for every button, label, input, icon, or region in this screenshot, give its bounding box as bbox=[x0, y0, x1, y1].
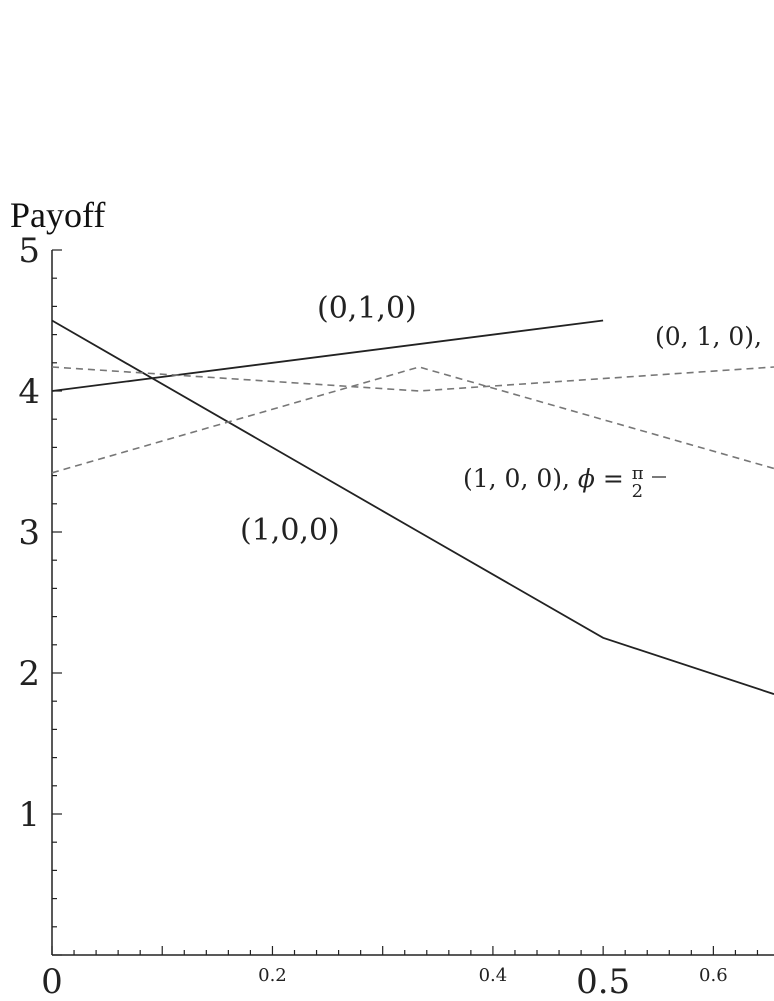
x-tick-label: 0.2 bbox=[258, 965, 287, 986]
series-label-010-dashed: (0, 1, 0), bbox=[655, 322, 762, 351]
series-layer bbox=[51, 319, 774, 695]
series-label-100-dashed-prefix: (1, 0, 0), bbox=[463, 464, 578, 493]
x-tick-label: 0 bbox=[41, 962, 63, 1001]
labels-layer: (0,1,0) (1,0,0) (0, 1, 0), (1, 0, 0), ϕ … bbox=[240, 291, 762, 548]
series-label-010-solid: (0,1,0) bbox=[317, 291, 417, 326]
x-tick-label: 0.4 bbox=[479, 965, 508, 986]
y-tick-label: 4 bbox=[18, 372, 40, 412]
y-tick-label: 5 bbox=[18, 231, 40, 271]
series-label-100-solid: (1,0,0) bbox=[240, 513, 340, 548]
series-line-0 bbox=[51, 319, 604, 392]
x-tick-label: 0.5 bbox=[576, 962, 630, 1001]
y-axis-title: Payoff bbox=[10, 195, 105, 235]
series-line-2 bbox=[51, 366, 774, 392]
y-tick-label: 3 bbox=[18, 513, 40, 553]
series-line-1 bbox=[51, 319, 774, 695]
axes: 1 2 3 4 5 0 0.2 0.4 0.5 0.6 bbox=[18, 231, 774, 1001]
series-line-3 bbox=[51, 366, 774, 474]
x-tick-label: 0.6 bbox=[699, 965, 728, 986]
y-tick-label: 1 bbox=[18, 795, 40, 835]
pi-over-two: π bbox=[632, 463, 644, 484]
phi-symbol: ϕ bbox=[578, 464, 595, 493]
equals-sign: = bbox=[595, 464, 632, 493]
y-tick-label: 2 bbox=[18, 654, 40, 694]
